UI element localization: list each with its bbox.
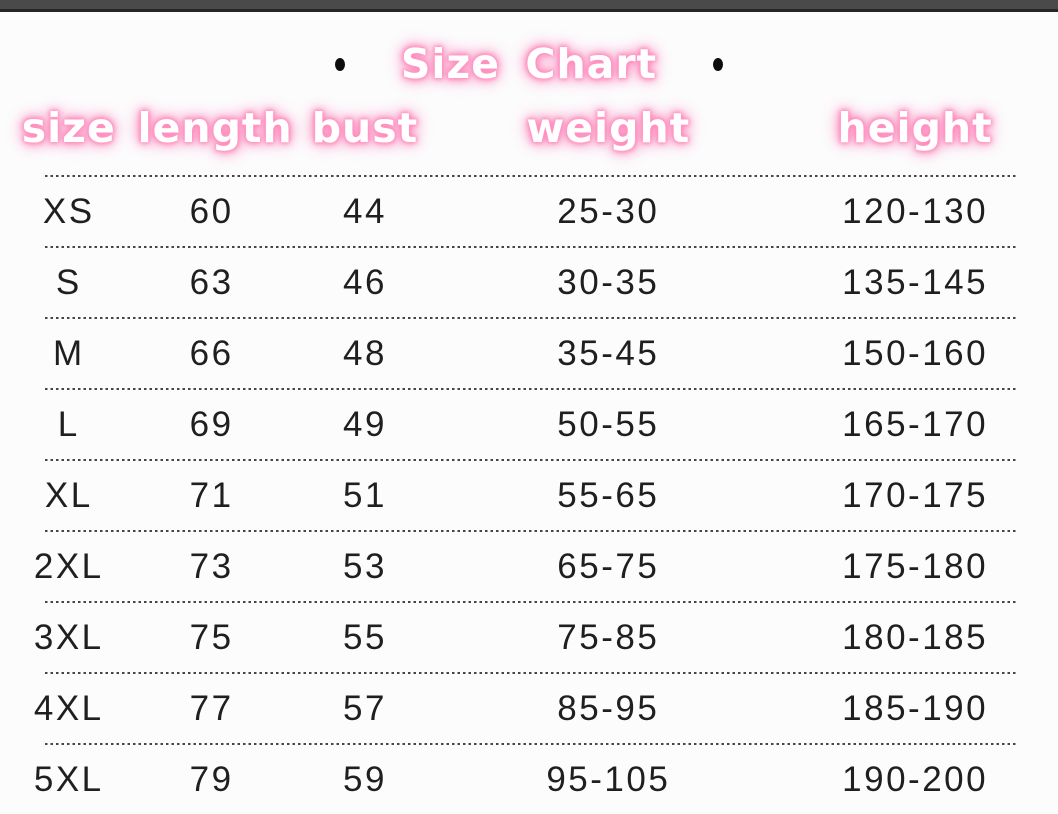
cell-bust: 57 [343, 688, 387, 728]
table-row-block: S 63 46 30-35 135-145 [0, 246, 1058, 317]
table-row: XS 60 44 25-30 120-130 [0, 177, 1058, 246]
cell-height: 170-175 [842, 475, 989, 515]
cell-length: 77 [189, 688, 234, 728]
cell-bust: 55 [343, 617, 387, 657]
column-header-weight: weight [526, 104, 691, 152]
cell-size: S [55, 262, 82, 302]
cell-length: 73 [189, 546, 234, 586]
column-header-bust: bust [311, 104, 419, 152]
table-header-row: size length bust weight height [0, 98, 1058, 158]
cell-height: 185-190 [842, 688, 989, 728]
row-divider [45, 672, 1018, 674]
cell-weight: 55-65 [557, 475, 660, 515]
table-row: 3XL 75 55 75-85 180-185 [0, 603, 1058, 672]
top-bar [0, 0, 1058, 12]
table-row-block: L 69 49 50-55 165-170 [0, 388, 1058, 459]
cell-bust: 46 [343, 262, 387, 302]
row-divider [45, 317, 1018, 319]
cell-length: 79 [189, 759, 234, 799]
table-row: L 69 49 50-55 165-170 [0, 390, 1058, 459]
cell-weight: 95-105 [546, 759, 671, 799]
bullet-dot-icon [713, 57, 724, 71]
cell-size: XL [44, 475, 93, 515]
table-row-block: 3XL 75 55 75-85 180-185 [0, 601, 1058, 672]
cell-bust: 49 [343, 404, 387, 444]
cell-weight: 25-30 [557, 191, 660, 231]
table-row: 2XL 73 53 65-75 175-180 [0, 532, 1058, 601]
cell-length: 69 [189, 404, 234, 444]
table-row-block: 4XL 77 57 85-95 185-190 [0, 672, 1058, 743]
row-divider [45, 459, 1018, 461]
page-title: Size Chart [400, 40, 658, 88]
cell-bust: 59 [343, 759, 387, 799]
cell-bust: 44 [343, 191, 387, 231]
table-row: 5XL 79 59 95-105 190-200 [0, 745, 1058, 814]
table-row: S 63 46 30-35 135-145 [0, 248, 1058, 317]
table-row: 4XL 77 57 85-95 185-190 [0, 674, 1058, 743]
table-row-block: 5XL 79 59 95-105 190-200 [0, 743, 1058, 814]
cell-bust: 51 [343, 475, 387, 515]
cell-length: 66 [189, 333, 234, 373]
row-divider [45, 743, 1018, 745]
table-row-block: M 66 48 35-45 150-160 [0, 317, 1058, 388]
cell-height: 165-170 [842, 404, 989, 444]
table-row: XL 71 51 55-65 170-175 [0, 461, 1058, 530]
column-header-length: length [137, 104, 293, 152]
cell-size: XS [42, 191, 95, 231]
cell-height: 175-180 [842, 546, 989, 586]
cell-height: 120-130 [842, 191, 989, 231]
cell-length: 60 [189, 191, 234, 231]
cell-size: 5XL [33, 759, 104, 799]
cell-weight: 30-35 [557, 262, 660, 302]
column-header-height: height [837, 104, 993, 152]
bullet-dot-icon [334, 57, 345, 71]
row-divider [45, 530, 1018, 532]
table-body: XS 60 44 25-30 120-130 S 63 46 30-35 135… [0, 175, 1058, 814]
cell-weight: 75-85 [557, 617, 660, 657]
cell-bust: 53 [343, 546, 387, 586]
cell-height: 180-185 [842, 617, 989, 657]
cell-height: 135-145 [842, 262, 989, 302]
column-header-size: size [21, 104, 116, 152]
cell-weight: 65-75 [557, 546, 660, 586]
cell-height: 150-160 [842, 333, 989, 373]
cell-size: L [57, 404, 80, 444]
cell-size: 2XL [33, 546, 104, 586]
cell-length: 75 [189, 617, 234, 657]
table-row-block: XS 60 44 25-30 120-130 [0, 175, 1058, 246]
table-row: M 66 48 35-45 150-160 [0, 319, 1058, 388]
row-divider [45, 175, 1018, 177]
table-row-block: XL 71 51 55-65 170-175 [0, 459, 1058, 530]
row-divider [45, 601, 1018, 603]
cell-height: 190-200 [842, 759, 989, 799]
cell-size: M [52, 333, 85, 373]
cell-bust: 48 [343, 333, 387, 373]
cell-length: 71 [189, 475, 234, 515]
row-divider [45, 246, 1018, 248]
row-divider [45, 388, 1018, 390]
cell-size: 4XL [33, 688, 104, 728]
cell-weight: 35-45 [557, 333, 660, 373]
cell-weight: 50-55 [557, 404, 660, 444]
cell-weight: 85-95 [557, 688, 660, 728]
table-row-block: 2XL 73 53 65-75 175-180 [0, 530, 1058, 601]
cell-size: 3XL [33, 617, 104, 657]
title-row: Size Chart [0, 38, 1058, 90]
cell-length: 63 [189, 262, 234, 302]
